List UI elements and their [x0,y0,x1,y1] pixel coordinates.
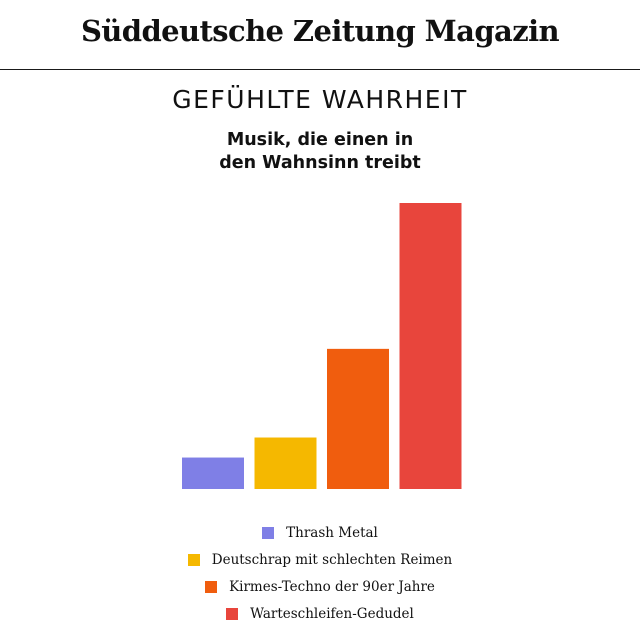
legend-item: Kirmes-Techno der 90er Jahre [0,573,640,600]
bar-1 [182,457,244,489]
legend-item: Warteschleifen-Gedudel [0,600,640,627]
legend-label: Kirmes-Techno der 90er Jahre [229,578,435,595]
legend-swatch [262,526,275,539]
chart-title: GEFÜHLTE WAHRHEIT [172,85,468,114]
legend-swatch [187,553,200,566]
legend-swatch [226,607,239,620]
legend-item: Thrash Metal [0,519,640,546]
legend-label: Thrash Metal [286,524,378,541]
chart-subtitle-line-1: Musik, die einen in [226,130,414,150]
legend-swatch [205,580,218,593]
legend-label: Warteschleifen-Gedudel [250,605,414,622]
masthead: Süddeutsche Zeitung Magazin [0,0,640,70]
bar-3 [327,348,389,489]
legend-item: Deutschrap mit schlechten Reimen [0,546,640,573]
sz-magazin-logo: Süddeutsche Zeitung Magazin [80,14,560,48]
bar-2 [254,437,317,489]
chart-subtitle: Musik, die einen in den Wahnsinn treibt [0,129,640,175]
bar-4 [399,203,462,489]
legend-label: Deutschrap mit schlechten Reimen [211,551,453,568]
chart-subtitle-line-2: den Wahnsinn treibt [219,153,421,173]
chart-legend: Thrash Metal Deutschrap mit schlechten Re… [0,519,640,627]
